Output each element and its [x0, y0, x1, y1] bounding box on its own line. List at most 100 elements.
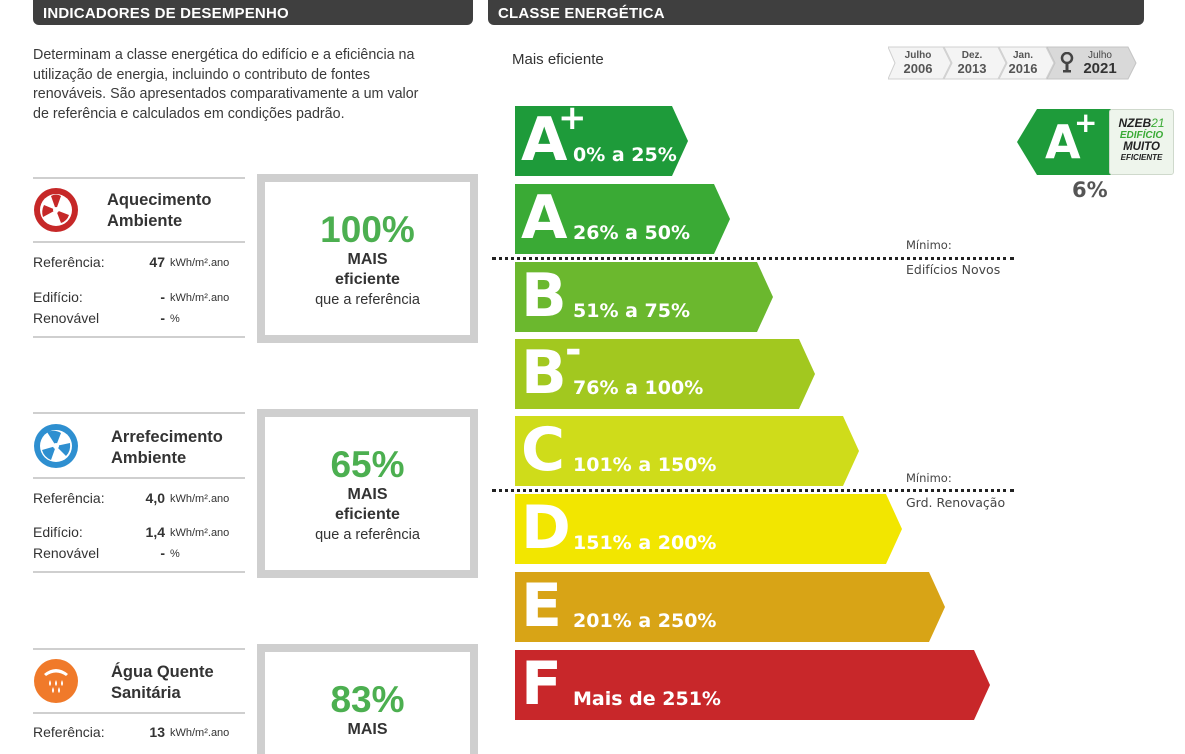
- efficiency-mais: MAIS: [347, 721, 388, 738]
- renewable-unit: %: [170, 548, 180, 560]
- energy-class-sup: -: [565, 327, 582, 373]
- minimum-new-buildings-line: [492, 257, 1014, 260]
- reference-value: 47: [149, 254, 165, 270]
- efficiency-box: 83% MAIS: [257, 644, 478, 754]
- energy-class-bar-shape: [515, 106, 688, 176]
- energy-class-bar-shape: [515, 416, 859, 486]
- energy-class-range: 0% a 25%: [573, 144, 677, 166]
- efficiency-que: que a referência: [315, 292, 420, 308]
- radiator-fan-icon: [34, 188, 78, 232]
- energy-class-bar-shape: [515, 650, 990, 720]
- renewable-label: Renovável: [33, 545, 100, 561]
- energy-class-range: 101% a 150%: [573, 454, 717, 476]
- nzeb-title: NZEB: [1118, 116, 1152, 130]
- nzeb-badge: NZEB21 EDIFÍCIO MUITO EFICIENTE: [1109, 109, 1174, 175]
- energy-class-bar-shape: [515, 262, 773, 332]
- building-unit: kWh/m².ano: [170, 292, 230, 304]
- energy-class-bar-shape: [515, 572, 945, 642]
- energy-class-bar: B - 76% a 100%: [515, 327, 815, 409]
- indicator-title-line: Água Quente: [111, 663, 214, 681]
- renewable-value: -: [160, 310, 165, 326]
- timeline-year: 2013: [957, 61, 987, 76]
- indicator-title-line: Ambiente: [111, 449, 187, 467]
- renewable-value: -: [160, 545, 165, 561]
- energy-class-bar: D 151% a 200%: [515, 493, 902, 564]
- minimum-label: Mínimo:: [906, 471, 952, 485]
- energy-class-bar-shape: [515, 339, 815, 409]
- timeline-year: 2006: [903, 61, 933, 76]
- indicator-title-line: Sanitária: [111, 684, 181, 702]
- indicators-header: INDICADORES DE DESEMPENHO: [33, 0, 473, 25]
- result-class-arrow: [1017, 109, 1111, 175]
- timeline-month: Jan.: [1012, 50, 1033, 61]
- minimum-sub-label: Edifícios Novos: [906, 262, 1001, 277]
- building-value: 1,4: [145, 524, 165, 540]
- building-unit: kWh/m².ano: [170, 527, 230, 539]
- result-letter: A: [1045, 115, 1081, 169]
- energy-class-bar: F Mais de 251%: [515, 649, 990, 720]
- reference-value: 13: [149, 724, 165, 740]
- divider: [33, 712, 245, 714]
- intro-line: renováveis. São apresentados comparativa…: [33, 86, 419, 102]
- energy-class-sup: +: [558, 98, 587, 138]
- reference-label: Referência:: [33, 724, 105, 740]
- timeline-item: Dez. 2013: [950, 47, 994, 78]
- timeline-month: Julho: [1088, 50, 1112, 61]
- mais-eficiente-label: Mais eficiente: [512, 51, 604, 68]
- pin-icon: [1060, 52, 1074, 73]
- efficiency-eficiente: eficiente: [335, 506, 400, 523]
- timeline-item: Julho 2006: [896, 47, 940, 78]
- building-label: Edifício:: [33, 289, 83, 305]
- intro-text: Determinam a classe energética do edifíc…: [33, 46, 473, 124]
- timeline-year: 2021: [1083, 60, 1117, 77]
- energy-class-letter: E: [521, 571, 562, 641]
- energy-class-bar: C 101% a 150%: [515, 415, 859, 486]
- efficiency-percent: 100%: [320, 209, 415, 250]
- energy-class-bar: A +0% a 25%: [515, 98, 688, 176]
- nzeb-line: EDIFÍCIO: [1119, 130, 1164, 141]
- divider: [33, 336, 245, 338]
- indicator-title-line: Ambiente: [107, 212, 183, 230]
- minimum-sub-label: Grd. Renovação: [906, 495, 1006, 510]
- energy-class-bar: A 26% a 50%: [515, 183, 730, 254]
- energy-class-letter: D: [521, 493, 571, 563]
- intro-line: de referência e calculados em condições …: [33, 105, 345, 122]
- nzeb-line: MUITO: [1123, 141, 1160, 153]
- nzeb-line: EFICIENTE: [1120, 153, 1163, 162]
- minimum-renovation-line: [492, 489, 1014, 492]
- cooling-fan-icon: [34, 424, 78, 468]
- indicator-title: Arrefecimento Ambiente: [111, 427, 223, 469]
- divider: [33, 648, 245, 650]
- energy-class-letter: A: [521, 105, 568, 175]
- renewable-unit: %: [170, 313, 180, 325]
- indicator-title-line: Aquecimento: [107, 191, 212, 209]
- efficiency-box: 65% MAIS eficiente que a referência: [257, 409, 478, 578]
- reference-unit: kWh/m².ano: [170, 727, 230, 739]
- energy-class-range: Mais de 251%: [573, 688, 721, 710]
- energy-class-letter: F: [521, 649, 562, 719]
- building-label: Edifício:: [33, 524, 83, 540]
- building-value: -: [160, 289, 165, 305]
- efficiency-que: que a referência: [315, 527, 420, 543]
- timeline-month: Julho: [904, 50, 932, 61]
- reference-label: Referência:: [33, 490, 105, 506]
- divider: [33, 571, 245, 573]
- result-percent: 6%: [1072, 178, 1108, 202]
- energy-class-range: 26% a 50%: [573, 222, 691, 244]
- timeline-item: Jan. 2016: [1003, 47, 1043, 78]
- efficiency-mais: MAIS: [347, 486, 388, 503]
- indicator-title: Aquecimento Ambiente: [107, 190, 212, 232]
- efficiency-percent: 65%: [330, 444, 405, 485]
- hot-water-icon: [34, 659, 78, 703]
- timeline-month: Dez.: [961, 50, 983, 61]
- energy-class-bar-shape: [515, 184, 730, 254]
- energy-class-bar-shape: [515, 494, 902, 564]
- divider: [33, 177, 245, 179]
- energy-class-range: 151% a 200%: [573, 532, 717, 554]
- energy-class-range: 51% a 75%: [573, 300, 691, 322]
- energy-class-range: 76% a 100%: [573, 377, 704, 399]
- nzeb-number: 21: [1151, 116, 1165, 130]
- minimum-label: Mínimo:: [906, 238, 952, 252]
- indicator-title-line: Arrefecimento: [111, 428, 223, 446]
- divider: [33, 241, 245, 243]
